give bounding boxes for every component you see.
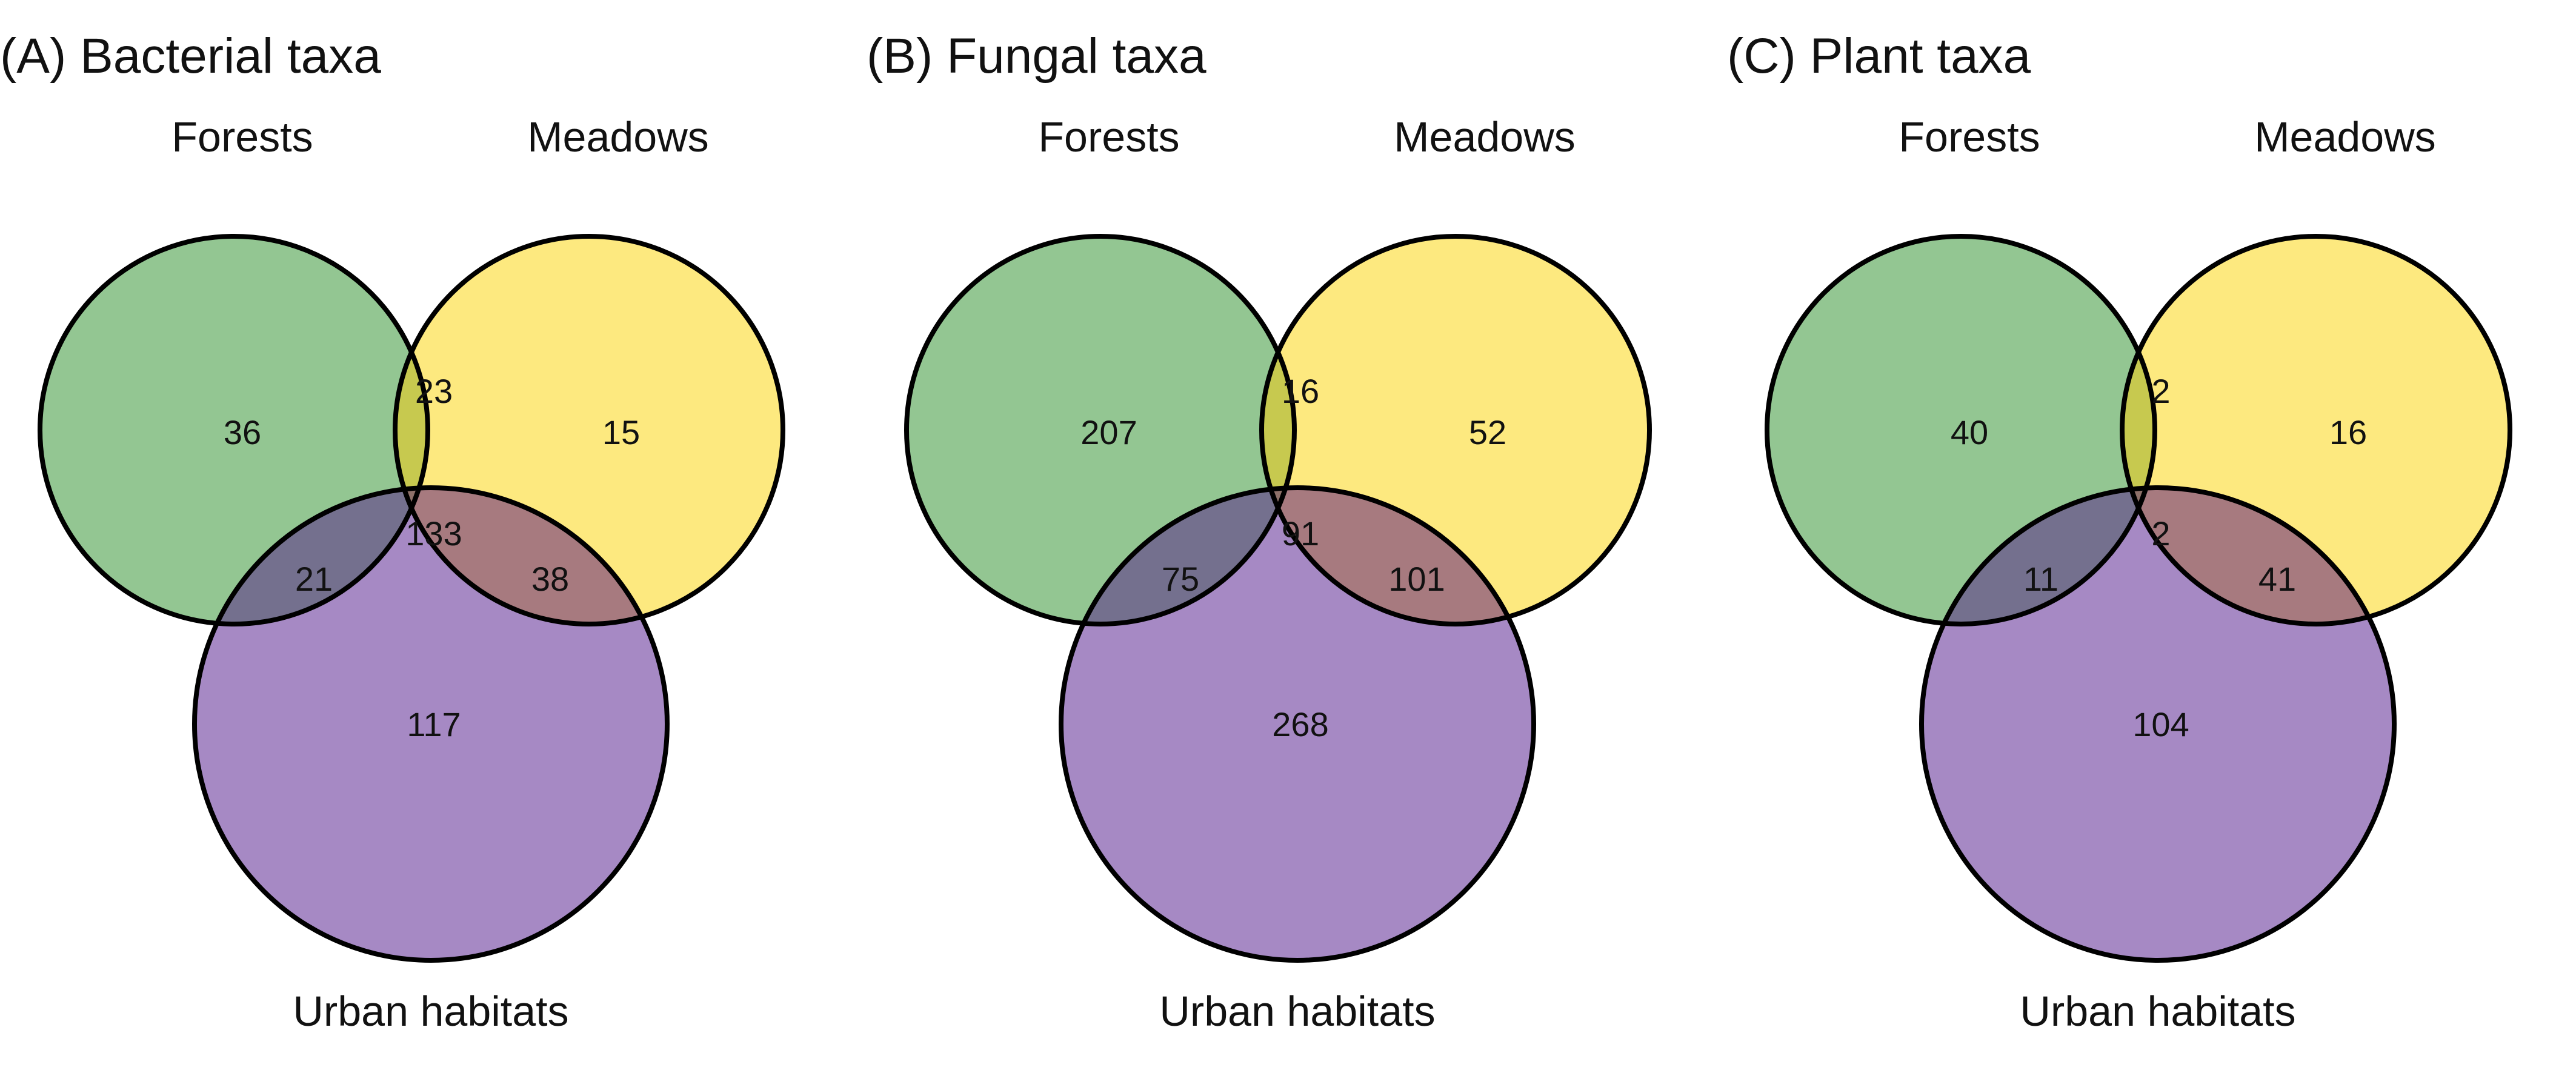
count-urban-only: 268 (1272, 705, 1328, 743)
outline-meadows (393, 234, 785, 626)
count-forests-meadows: 23 (415, 372, 453, 410)
set-label-meadows: Meadows (2254, 113, 2436, 161)
region-meadows-urban (395, 488, 667, 624)
count-forests-only: 40 (1951, 413, 1988, 451)
set-label-urban: Urban habitats (1159, 988, 1435, 1035)
outline-urban (1919, 485, 2397, 963)
region-meadows-urban (1262, 488, 1534, 624)
count-forests-meadows: 2 (2151, 372, 2170, 410)
count-forests-urban: 75 (1162, 560, 1199, 598)
set-label-forests: Forests (171, 113, 313, 161)
panel-title: (B) Fungal taxa (867, 28, 1206, 84)
panel-title: (A) Bacterial taxa (0, 28, 381, 84)
venn-regions (38, 234, 785, 963)
outline-forests (1765, 234, 2157, 626)
outline-forests (904, 234, 1297, 626)
count-forests-meadows: 16 (1282, 372, 1319, 410)
count-all-three: 2 (2151, 514, 2170, 553)
count-urban-only: 117 (407, 705, 461, 743)
set-label-meadows: Meadows (527, 113, 709, 161)
outline-meadows (2120, 234, 2512, 626)
count-forests-only: 36 (224, 413, 261, 451)
count-meadows-urban: 38 (531, 560, 569, 598)
outline-urban (192, 485, 670, 963)
region-meadows-urban (2122, 488, 2394, 624)
set-label-urban: Urban habitats (293, 988, 568, 1035)
set-label-urban: Urban habitats (2020, 988, 2295, 1035)
outline-urban (1059, 485, 1536, 963)
set-label-forests: Forests (1038, 113, 1179, 161)
count-all-three: 133 (405, 514, 462, 553)
panel-c: (C) Plant taxa Forests Meadows Urban hab… (1727, 28, 2512, 1035)
panel-title: (C) Plant taxa (1727, 28, 2031, 84)
count-urban-only: 104 (2132, 705, 2189, 743)
venn-regions (1765, 234, 2512, 963)
outline-forests (38, 234, 430, 626)
count-meadows-only: 52 (1469, 413, 1506, 451)
set-label-meadows: Meadows (1394, 113, 1576, 161)
count-forests-only: 207 (1080, 413, 1137, 451)
count-meadows-only: 15 (602, 413, 640, 451)
count-forests-urban: 11 (2023, 560, 2058, 598)
count-forests-urban: 21 (295, 560, 333, 598)
count-all-three: 91 (1282, 514, 1319, 553)
venn-regions (904, 234, 1652, 963)
panel-b: (B) Fungal taxa Forests Meadows Urban ha… (867, 28, 1652, 1035)
set-label-forests: Forests (1899, 113, 2040, 161)
count-meadows-urban: 101 (1388, 560, 1445, 598)
panel-a: (A) Bacterial taxa Forests Meadows Urban… (0, 28, 785, 1035)
count-meadows-urban: 41 (2258, 560, 2296, 598)
outline-meadows (1259, 234, 1652, 626)
count-meadows-only: 16 (2329, 413, 2367, 451)
